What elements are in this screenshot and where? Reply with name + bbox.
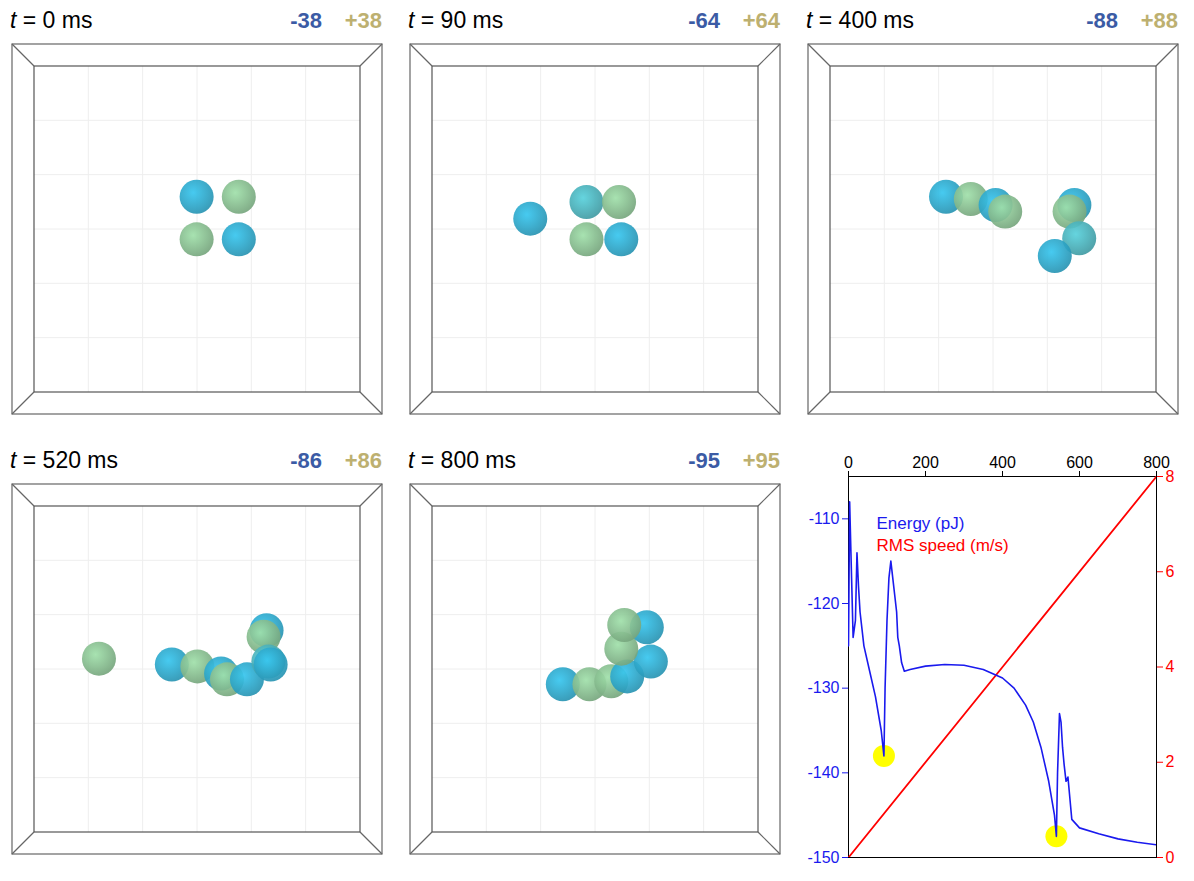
svg-text:200: 200 (912, 454, 939, 471)
svg-text:+64: +64 (743, 8, 781, 33)
svg-text:2: 2 (1166, 753, 1175, 770)
svg-text:0: 0 (1166, 849, 1175, 866)
svg-text:6: 6 (1166, 563, 1175, 580)
svg-text:-86: -86 (290, 448, 322, 473)
svg-text:-64: -64 (688, 8, 721, 33)
svg-text:-120: -120 (807, 595, 839, 612)
svg-text:400: 400 (989, 454, 1016, 471)
svg-text:t = 0 ms: t = 0 ms (10, 7, 92, 33)
svg-text:-130: -130 (807, 679, 839, 696)
svg-text:-38: -38 (290, 8, 322, 33)
svg-text:-95: -95 (688, 448, 720, 473)
svg-text:t = 400 ms: t = 400 ms (806, 7, 914, 33)
svg-text:4: 4 (1166, 658, 1175, 675)
svg-text:-110: -110 (809, 510, 840, 527)
svg-text:+86: +86 (345, 448, 382, 473)
svg-text:t = 800 ms: t = 800 ms (408, 447, 516, 473)
svg-text:800: 800 (1143, 453, 1170, 471)
svg-text:+38: +38 (345, 8, 382, 33)
svg-text:t = 90 ms: t = 90 ms (408, 7, 503, 33)
svg-text:-150: -150 (807, 849, 839, 866)
svg-text:RMS speed (m/s): RMS speed (m/s) (877, 536, 1009, 555)
svg-text:600: 600 (1066, 454, 1093, 471)
svg-text:0: 0 (844, 454, 853, 471)
svg-text:-140: -140 (807, 764, 839, 781)
svg-text:+88: +88 (1141, 8, 1178, 33)
svg-text:8: 8 (1166, 468, 1175, 485)
svg-text:t = 520 ms: t = 520 ms (10, 447, 118, 473)
svg-text:-88: -88 (1086, 8, 1118, 33)
svg-text:Energy (pJ): Energy (pJ) (877, 514, 965, 533)
svg-text:+95: +95 (743, 448, 780, 473)
